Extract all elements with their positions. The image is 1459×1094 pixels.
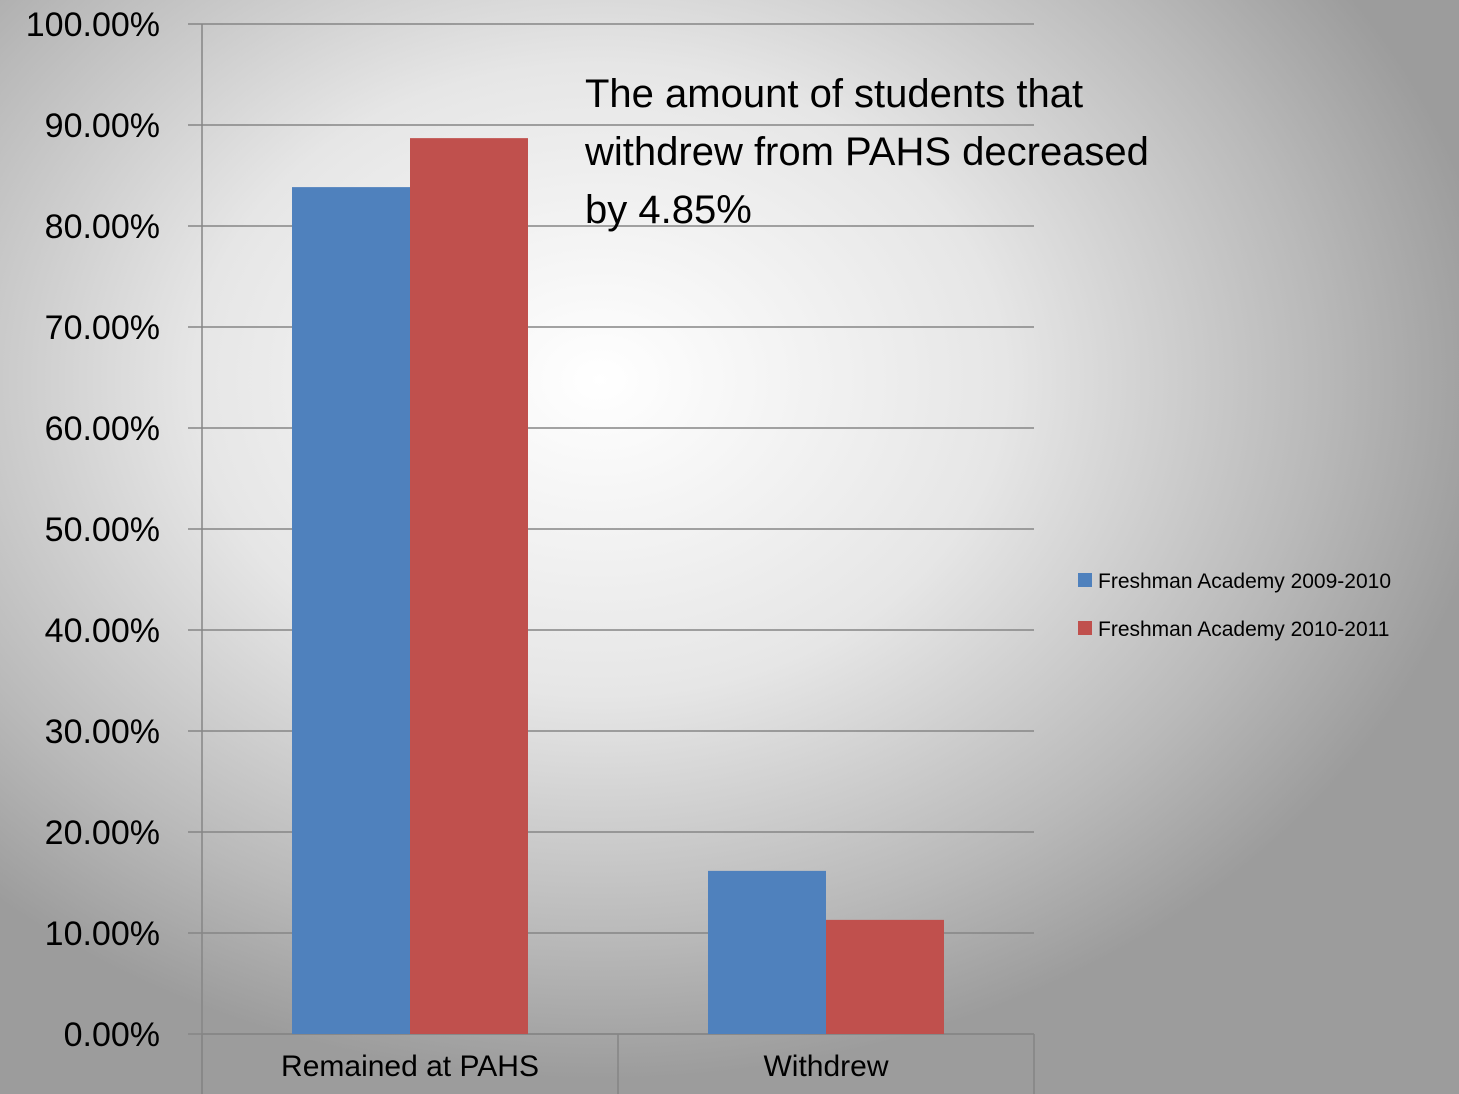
y-tick-label: 40.00%	[45, 612, 160, 650]
annotation-line: withdrew from PAHS decreased	[584, 130, 1149, 174]
y-tick-label: 10.00%	[45, 915, 160, 953]
bars	[292, 138, 944, 1035]
y-tick-label: 70.00%	[45, 309, 160, 347]
y-tick-label: 20.00%	[45, 814, 160, 852]
y-tick-label: 100.00%	[26, 6, 160, 44]
bar	[410, 138, 528, 1034]
legend: Freshman Academy 2009-2010 Freshman Acade…	[1078, 570, 1391, 641]
y-axis-tick-labels: 0.00% 10.00% 20.00% 30.00% 40.00% 50.00% 60.00…	[26, 6, 160, 1054]
bar	[708, 870, 826, 1034]
x-category-label: Remained at PAHS	[281, 1050, 539, 1083]
y-tick-label: 80.00%	[45, 208, 160, 246]
annotation-line: The amount of students that	[585, 72, 1083, 116]
y-tick-label: 0.00%	[64, 1016, 160, 1054]
legend-swatch	[1078, 573, 1092, 587]
legend-label: Freshman Academy 2010-2011	[1098, 618, 1389, 641]
y-tick-label: 90.00%	[45, 107, 160, 145]
annotation-line: by 4.85%	[585, 188, 752, 232]
legend-swatch	[1078, 621, 1092, 635]
annotation: The amount of students that withdrew from…	[584, 72, 1149, 232]
x-axis-category-labels: Remained at PAHS Withdrew	[281, 1050, 889, 1083]
bar	[292, 187, 410, 1035]
y-tick-label: 60.00%	[45, 410, 160, 448]
bar	[826, 919, 944, 1034]
x-category-label: Withdrew	[763, 1050, 888, 1083]
y-tick-label: 30.00%	[45, 713, 160, 751]
legend-label: Freshman Academy 2009-2010	[1098, 570, 1391, 593]
y-tick-label: 50.00%	[45, 511, 160, 549]
